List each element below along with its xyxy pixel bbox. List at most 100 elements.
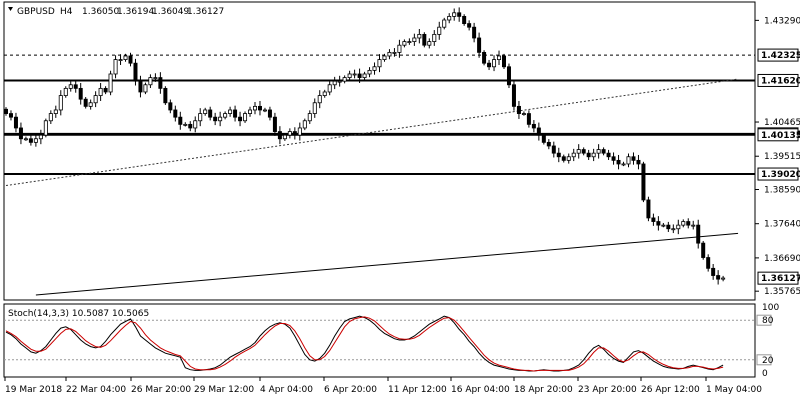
time-tick-label: 11 Apr 12:00	[388, 385, 447, 395]
level-tag-label: 1.40135	[761, 131, 800, 141]
collapse-arrow-icon[interactable]	[8, 7, 13, 11]
candle-body	[238, 116, 243, 122]
symbol-name: GBPUSD	[17, 7, 55, 17]
candle-body	[382, 55, 387, 60]
candle-body	[671, 228, 676, 231]
candle-body	[686, 221, 691, 226]
candle-body	[188, 123, 193, 129]
candle-body	[98, 87, 103, 96]
candle-body	[462, 15, 467, 24]
candle-body	[332, 80, 337, 86]
candle-body	[28, 138, 33, 143]
candle-body	[262, 109, 267, 112]
candle-body	[631, 156, 636, 161]
stoch-tick-label: 80	[762, 316, 774, 326]
candle-body	[138, 80, 143, 93]
candle-body	[636, 159, 641, 165]
stoch-readout: Stoch(14,3,3) 10.5087 10.5065	[8, 309, 149, 319]
candle-body	[561, 156, 566, 161]
candle-body	[38, 134, 43, 140]
candle-body	[571, 152, 576, 158]
price-tick-label: 1.40465	[764, 118, 800, 128]
candle-body	[556, 152, 561, 158]
candle-body	[337, 80, 342, 83]
candle-body	[482, 51, 487, 64]
candle-body	[158, 77, 163, 89]
candle-body	[531, 123, 536, 129]
candle-body	[576, 149, 581, 154]
candle-body	[68, 84, 73, 89]
candle-body	[58, 95, 63, 111]
stoch-pane-frame	[3, 303, 756, 378]
candle-body	[128, 55, 133, 64]
candle-body	[432, 33, 437, 42]
time-tick-label: 4 Apr 04:00	[260, 385, 313, 395]
candle-body	[83, 98, 88, 107]
candle-body	[243, 113, 248, 122]
candle-body	[706, 257, 711, 269]
candle-body	[601, 149, 606, 154]
candle-body	[546, 141, 551, 147]
candle-body	[437, 26, 442, 35]
candle-body	[656, 221, 661, 226]
candle-body	[566, 156, 571, 161]
candle-body	[407, 41, 412, 43]
candle-body	[213, 116, 218, 122]
candle-body	[516, 105, 521, 114]
candle-body	[252, 105, 257, 111]
candle-body	[233, 109, 238, 118]
candle-body	[108, 73, 113, 93]
candle-body	[666, 224, 671, 230]
candle-body	[492, 59, 497, 68]
candle-body	[118, 59, 123, 61]
main-pane-frame	[3, 1, 756, 301]
current-price-label: 1.36127	[761, 274, 800, 284]
candle-body	[596, 149, 601, 154]
candle-body	[591, 152, 596, 158]
candle-body	[317, 95, 322, 104]
candle-body	[417, 33, 422, 39]
candle-body	[307, 113, 312, 122]
time-tick-label: 23 Apr 20:00	[578, 385, 637, 395]
candle-body	[497, 55, 502, 60]
candle-body	[551, 145, 556, 154]
candle-body	[48, 113, 53, 122]
candle-body	[691, 224, 696, 227]
candle-body	[183, 123, 188, 126]
candle-body	[178, 116, 183, 125]
candle-body	[203, 109, 208, 114]
candle-body	[357, 73, 362, 78]
candle-body	[506, 66, 511, 86]
candle-body	[33, 138, 38, 143]
candle-body	[611, 156, 616, 161]
level-tag-label: 1.41620	[761, 76, 800, 86]
candle-body	[123, 55, 128, 60]
candle-body	[342, 77, 347, 82]
candle-body	[153, 77, 158, 79]
candle-body	[43, 120, 48, 136]
time-tick-label: 19 Mar 2018	[5, 385, 62, 395]
candle-body	[168, 102, 173, 111]
candle-body	[367, 69, 372, 75]
price-tick-label: 1.35765	[764, 287, 800, 297]
candle-body	[23, 138, 28, 141]
level-tag	[757, 48, 799, 62]
candle-body	[536, 127, 541, 136]
candle-body	[427, 41, 432, 46]
stoch-tick-label: 20	[762, 356, 774, 366]
candle-body	[711, 267, 716, 276]
level-tag	[757, 73, 799, 87]
candle-body	[63, 87, 68, 96]
candle-body	[501, 55, 506, 68]
candle-body	[312, 102, 317, 114]
candle-body	[716, 275, 721, 280]
candle-body	[701, 242, 706, 258]
candle-body	[487, 62, 492, 68]
candle-body	[322, 91, 327, 96]
price-tick-label: 1.36690	[764, 254, 800, 264]
price-tick-label: 1.39515	[764, 152, 800, 162]
candle-body	[372, 66, 377, 71]
candle-body	[193, 120, 198, 129]
